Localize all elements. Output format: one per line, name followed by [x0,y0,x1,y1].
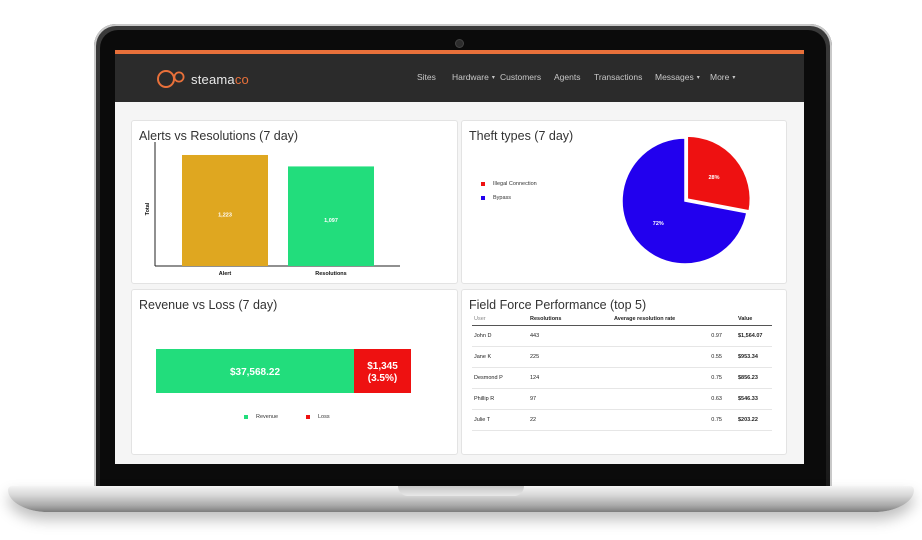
pie-slice-illegal-connection [686,135,752,212]
legend-swatch [306,415,310,419]
legend-swatch [244,415,248,419]
cell-resolutions: 443 [528,325,612,347]
cell-resolutions: 124 [528,367,612,389]
table-header-row: User Resolutions Average resolution rate… [472,314,772,326]
col-user[interactable]: User [472,314,528,326]
infinity-logo-icon [157,70,185,88]
cell-user: John D [472,325,528,347]
cell-resolutions: 97 [528,388,612,410]
col-resolutions[interactable]: Resolutions [528,314,612,326]
revenue-card: Revenue vs Loss (7 day) $37,568.22 $1,345… [131,289,458,455]
caret-down-icon: ▾ [732,75,736,81]
field-force-card: Field Force Performance (top 5) User Res… [461,289,787,455]
laptop-lid-notch [398,486,524,496]
legend-loss: Loss [306,414,330,420]
alerts-card: Alerts vs Resolutions (7 day) Total 1,223… [131,120,458,284]
nav-more[interactable]: More ▾ [710,72,736,82]
cell-user: Desmond P [472,367,528,389]
cell-rate: 0.75 [612,409,736,431]
nav-sites[interactable]: Sites [417,72,436,82]
loss-value-label: $1,345 [367,361,398,372]
alerts-bar-chart: Total 1,223 Alert 1,097 Resolutions [145,142,400,277]
theft-card-title: Theft types (7 day) [469,129,574,143]
legend-swatch [481,182,485,186]
table-row[interactable]: Julie T 22 0.75 $203.22 [472,409,772,431]
pie-value-label: 28% [709,175,720,181]
loss-percent-label: (3.5%) [368,373,397,384]
cell-user: Julie T [472,409,528,431]
accent-strip [115,50,804,54]
bar-alert [182,154,268,266]
cell-user: Jane K [472,346,528,368]
col-rate[interactable]: Average resolution rate [612,314,736,326]
theft-pie-chart: 28% 72% [621,135,752,265]
x-tick-label: Resolutions [315,271,346,277]
revenue-card-title: Revenue vs Loss (7 day) [139,298,278,312]
cell-rate: 0.55 [612,346,736,368]
legend-swatch [481,196,485,200]
legend-illegal-connection: Illegal Connection [481,181,537,187]
bar-revenue [156,349,354,393]
field-force-table: User Resolutions Average resolution rate… [472,314,772,431]
top-navbar: steamaco Sites Hardware ▾ Customers Agent… [115,54,804,102]
table-row[interactable]: Desmond P 124 0.75 $856.23 [472,367,772,389]
pie-slice-bypass [621,137,748,265]
webcam [456,40,463,47]
bar-loss [354,349,411,393]
app-screen: steamaco Sites Hardware ▾ Customers Agent… [115,50,804,464]
nav-transactions[interactable]: Transactions [594,72,643,82]
theft-card: Theft types (7 day) Illegal Connection B… [461,120,787,284]
legend-revenue: Revenue [244,414,278,420]
col-value[interactable]: Value [736,314,772,326]
cell-value: $1,564.07 [736,325,772,347]
cell-user: Phillip R [472,388,528,410]
caret-down-icon: ▾ [491,75,495,81]
brand-logo[interactable]: steamaco [155,68,249,90]
bar-value-label: 1,223 [218,212,232,218]
field-force-card-title: Field Force Performance (top 5) [469,298,647,312]
revenue-stacked-bar: $37,568.22 $1,345(3.5%) [156,349,411,393]
dashboard-content: Alerts vs Resolutions (7 day) Total 1,223… [115,102,804,464]
bar-resolutions [288,166,374,266]
cell-value: $546.33 [736,388,772,410]
alerts-card-title: Alerts vs Resolutions (7 day) [139,129,299,143]
nav-hardware[interactable]: Hardware ▾ [452,72,495,82]
pie-value-label: 72% [653,221,664,227]
cell-rate: 0.97 [612,325,736,347]
brand-name: steamaco [191,71,249,87]
legend-bypass: Bypass [481,195,511,201]
cell-resolutions: 225 [528,346,612,368]
legend-label: Bypass [493,195,512,201]
table-row[interactable]: Jane K 225 0.55 $953.34 [472,346,772,368]
cell-value: $856.23 [736,367,772,389]
revenue-value-label: $37,568.22 [230,367,280,378]
cell-rate: 0.75 [612,367,736,389]
cell-rate: 0.63 [612,388,736,410]
bar-value-label: 1,097 [324,218,338,224]
cell-resolutions: 22 [528,409,612,431]
cell-value: $953.34 [736,346,772,368]
cell-value: $203.22 [736,409,772,431]
legend-label: Revenue [256,414,279,420]
legend-label: Illegal Connection [493,181,537,187]
nav-customers[interactable]: Customers [500,72,542,82]
legend-label: Loss [318,414,330,420]
caret-down-icon: ▾ [696,75,700,81]
table-row[interactable]: Phillip R 97 0.63 $546.33 [472,388,772,410]
x-tick-label: Alert [219,271,232,277]
nav-agents[interactable]: Agents [554,72,581,82]
y-axis-label: Total [145,202,151,215]
nav-messages[interactable]: Messages ▾ [655,72,700,82]
table-row[interactable]: John D 443 0.97 $1,564.07 [472,325,772,347]
